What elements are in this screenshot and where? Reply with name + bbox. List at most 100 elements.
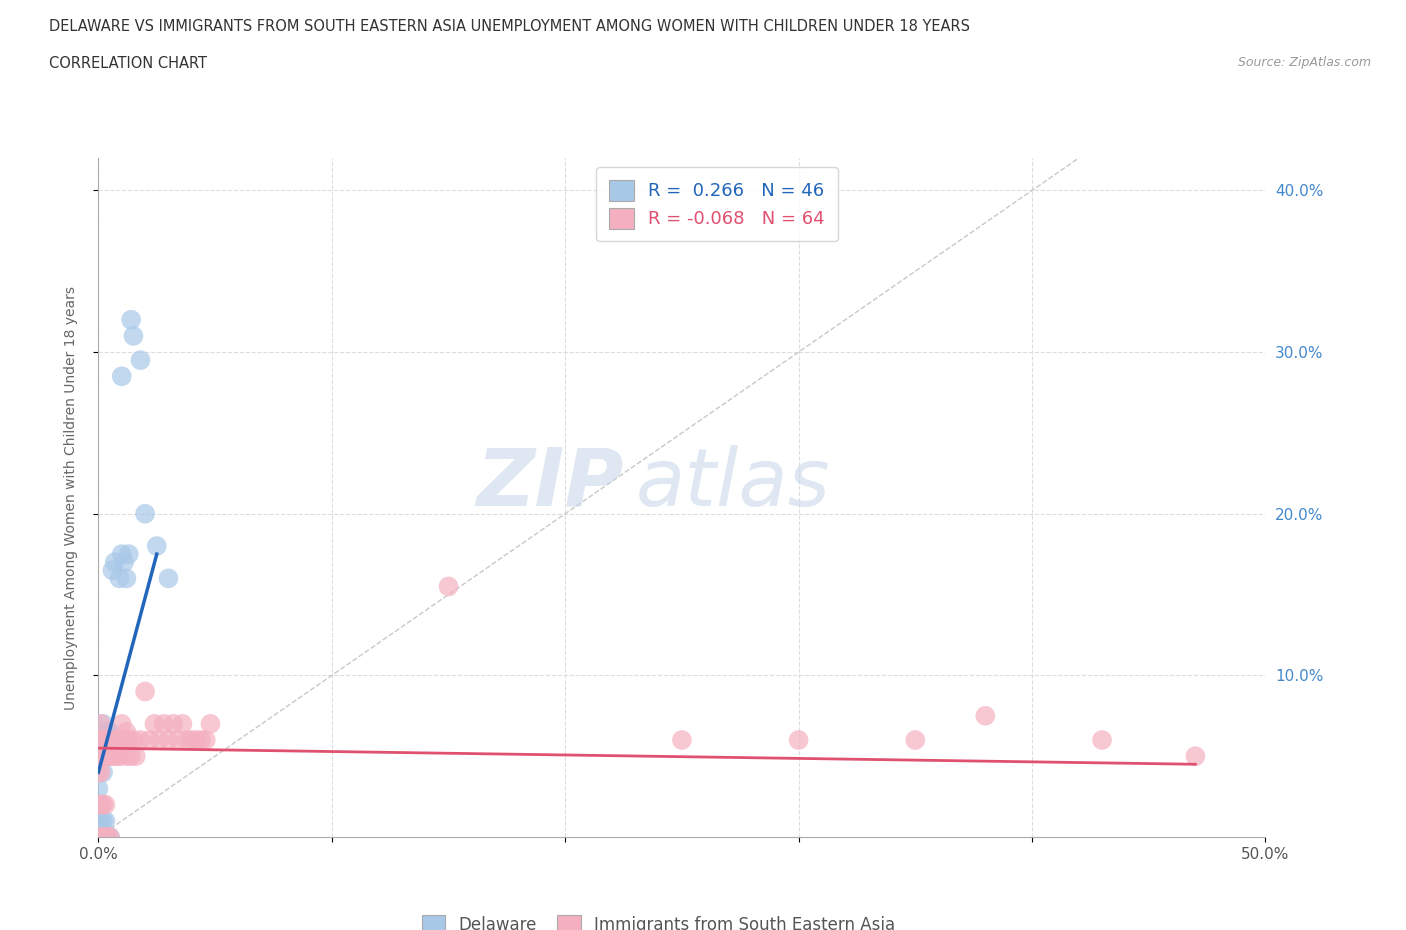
Point	[98, 830, 121, 844]
Point	[122, 733, 145, 748]
Point	[101, 733, 124, 748]
Point	[904, 733, 927, 748]
Point	[87, 781, 110, 796]
Point	[176, 733, 198, 748]
Point	[152, 716, 174, 731]
Point	[105, 733, 128, 748]
Point	[87, 749, 110, 764]
Point	[94, 749, 117, 764]
Point	[90, 830, 112, 844]
Point	[112, 733, 135, 748]
Point	[87, 797, 110, 812]
Point	[148, 733, 170, 748]
Point	[91, 716, 114, 731]
Point	[98, 749, 121, 764]
Point	[98, 830, 121, 844]
Point	[200, 716, 222, 731]
Point	[94, 830, 117, 844]
Point	[104, 555, 127, 570]
Point	[125, 749, 148, 764]
Point	[90, 733, 112, 748]
Point	[134, 684, 156, 699]
Point	[157, 571, 180, 586]
Text: ZIP: ZIP	[477, 445, 624, 523]
Point	[118, 733, 141, 748]
Point	[101, 749, 124, 764]
Point	[87, 830, 110, 844]
Point	[129, 352, 152, 367]
Point	[87, 830, 110, 844]
Point	[143, 716, 166, 731]
Point	[90, 814, 112, 829]
Point	[87, 830, 110, 844]
Legend: Delaware, Immigrants from South Eastern Asia: Delaware, Immigrants from South Eastern …	[413, 907, 903, 930]
Point	[437, 579, 460, 594]
Text: atlas: atlas	[636, 445, 830, 523]
Point	[105, 733, 128, 748]
Point	[94, 733, 117, 748]
Point	[87, 814, 110, 829]
Point	[87, 764, 110, 779]
Point	[91, 830, 114, 844]
Point	[157, 733, 180, 748]
Point	[115, 571, 138, 586]
Point	[120, 749, 142, 764]
Point	[97, 830, 120, 844]
Point	[97, 724, 120, 739]
Point	[101, 733, 124, 748]
Point	[101, 740, 124, 755]
Point	[122, 328, 145, 343]
Point	[101, 563, 124, 578]
Point	[94, 733, 117, 748]
Point	[90, 797, 112, 812]
Point	[104, 733, 127, 748]
Text: Source: ZipAtlas.com: Source: ZipAtlas.com	[1237, 56, 1371, 69]
Point	[94, 830, 117, 844]
Point	[90, 797, 112, 812]
Point	[118, 547, 141, 562]
Text: DELAWARE VS IMMIGRANTS FROM SOUTH EASTERN ASIA UNEMPLOYMENT AMONG WOMEN WITH CHI: DELAWARE VS IMMIGRANTS FROM SOUTH EASTER…	[49, 19, 970, 33]
Point	[112, 555, 135, 570]
Point	[787, 733, 810, 748]
Point	[162, 716, 184, 731]
Point	[90, 764, 112, 779]
Point	[104, 749, 127, 764]
Point	[94, 749, 117, 764]
Point	[97, 733, 120, 748]
Point	[111, 733, 134, 748]
Point	[129, 733, 152, 748]
Point	[166, 733, 188, 748]
Point	[186, 733, 208, 748]
Text: CORRELATION CHART: CORRELATION CHART	[49, 56, 207, 71]
Point	[172, 716, 194, 731]
Point	[97, 749, 120, 764]
Point	[90, 830, 112, 844]
Point	[90, 749, 112, 764]
Point	[87, 733, 110, 748]
Point	[98, 724, 121, 739]
Point	[87, 797, 110, 812]
Point	[98, 733, 121, 748]
Point	[91, 749, 114, 764]
Point	[111, 369, 134, 384]
Point	[120, 312, 142, 327]
Point	[1184, 749, 1206, 764]
Point	[91, 733, 114, 748]
Point	[90, 716, 112, 731]
Point	[108, 749, 131, 764]
Point	[671, 733, 693, 748]
Point	[190, 733, 212, 748]
Point	[87, 733, 110, 748]
Point	[146, 538, 169, 553]
Point	[94, 724, 117, 739]
Point	[115, 724, 138, 739]
Point	[90, 733, 112, 748]
Point	[97, 733, 120, 748]
Point	[108, 571, 131, 586]
Point	[111, 716, 134, 731]
Point	[194, 733, 217, 748]
Point	[1091, 733, 1114, 748]
Point	[111, 547, 134, 562]
Point	[134, 506, 156, 521]
Point	[91, 733, 114, 748]
